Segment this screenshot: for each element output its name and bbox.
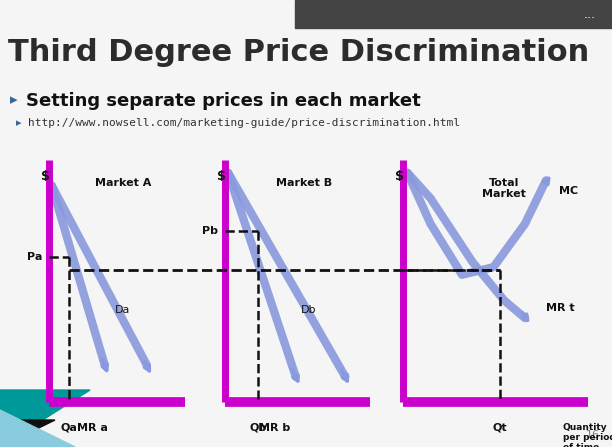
Polygon shape: [0, 420, 55, 447]
Text: Qb: Qb: [249, 423, 266, 433]
Text: MC: MC: [559, 186, 578, 196]
Text: Market B: Market B: [276, 178, 332, 188]
Text: ▸: ▸: [10, 92, 18, 107]
Text: Setting separate prices in each market: Setting separate prices in each market: [26, 92, 421, 110]
Text: $: $: [217, 170, 226, 183]
Text: ...: ...: [584, 8, 596, 21]
Text: MR b: MR b: [259, 423, 290, 433]
Text: Quantity
per period
of time: Quantity per period of time: [563, 423, 612, 447]
Text: $: $: [395, 170, 403, 183]
Text: ▸: ▸: [16, 118, 21, 128]
Text: Da: Da: [115, 305, 130, 315]
Text: Db: Db: [300, 305, 316, 315]
Text: Pb: Pb: [202, 226, 218, 236]
Text: MR a: MR a: [76, 423, 108, 433]
Text: Qt: Qt: [493, 423, 507, 433]
Text: Third Degree Price Discrimination: Third Degree Price Discrimination: [8, 38, 589, 67]
Bar: [295, 0, 612, 28]
Text: 16: 16: [586, 430, 600, 440]
Polygon shape: [0, 410, 75, 447]
Text: Pa: Pa: [27, 252, 42, 262]
Text: http://www.nowsell.com/marketing-guide/price-discrimination.html: http://www.nowsell.com/marketing-guide/p…: [28, 118, 460, 128]
Text: Total
Market: Total Market: [482, 178, 526, 199]
Text: $: $: [41, 170, 50, 183]
Text: Qa: Qa: [61, 423, 77, 433]
Text: Market A: Market A: [95, 178, 151, 188]
Text: MR t: MR t: [546, 303, 575, 313]
Polygon shape: [0, 390, 90, 447]
